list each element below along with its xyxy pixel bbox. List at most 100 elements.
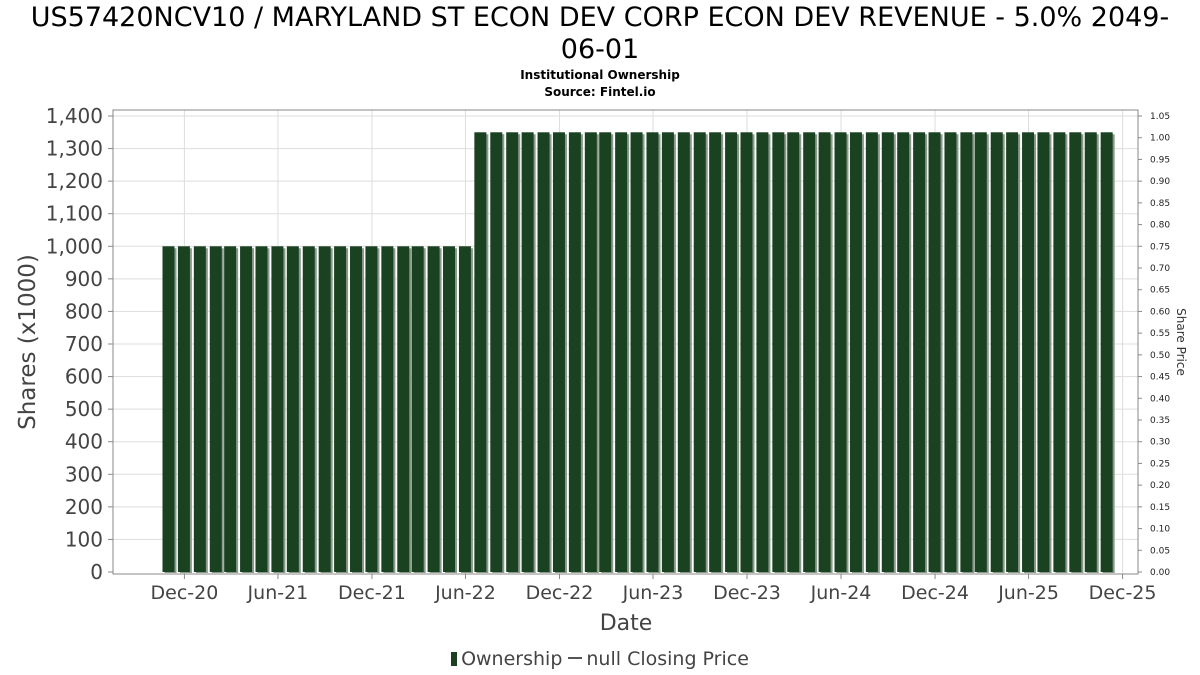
x-tick-label: Dec-20	[151, 582, 219, 604]
ownership-bar	[630, 132, 643, 573]
ownership-bar	[803, 132, 816, 573]
y2-tick-label: 0.10	[1150, 525, 1170, 535]
y2-tick-label: 0.70	[1150, 264, 1170, 274]
y-axis-label: Shares (x1000)	[15, 254, 41, 430]
ownership-bar	[913, 132, 926, 573]
plot-frame	[112, 109, 1139, 575]
ownership-bar	[537, 132, 550, 573]
ownership-bar	[756, 132, 769, 573]
ownership-bar	[271, 246, 284, 573]
y-tick-label: 400	[65, 430, 103, 454]
ownership-bar	[1084, 132, 1097, 573]
ownership-bar	[818, 132, 831, 573]
ownership-bar	[350, 246, 363, 573]
ownership-bar	[599, 132, 612, 573]
ownership-bar	[177, 246, 190, 573]
ownership-bar	[568, 132, 581, 573]
legend: Ownership null Closing Price	[0, 648, 1200, 670]
ownership-bar	[709, 132, 722, 573]
y2-tick-label: 0.60	[1150, 307, 1170, 317]
ownership-bar	[1022, 132, 1035, 573]
bars	[162, 132, 1115, 574]
ownership-bar	[302, 246, 315, 573]
ownership-bar	[255, 246, 268, 573]
ownership-bar	[397, 246, 410, 573]
ownership-bar	[615, 132, 628, 573]
x-axis-label: Date	[600, 611, 653, 636]
y2-tick-label: 0.90	[1150, 177, 1170, 187]
ownership-bar	[381, 246, 394, 573]
y2-tick-label: 0.00	[1150, 568, 1170, 578]
price-swatch	[568, 657, 583, 659]
ownership-bar	[474, 132, 487, 573]
y2-tick-label: 0.25	[1150, 459, 1170, 469]
ownership-bar	[209, 246, 222, 573]
y-axis: 0 100 200 300 400 500 600 700 800 900 1,000 1,100 1,…	[46, 104, 113, 584]
ownership-bar	[865, 132, 878, 573]
ownership-bar	[1100, 132, 1113, 573]
ownership-bar	[427, 246, 440, 573]
legend-ownership: Ownership	[461, 648, 563, 670]
legend-price: null Closing Price	[586, 648, 749, 670]
y2-tick-label: 0.85	[1150, 199, 1170, 209]
ownership-bar	[677, 132, 690, 573]
ownership-bar	[490, 132, 503, 573]
y2-tick-label: 1.00	[1150, 134, 1170, 144]
ownership-bar	[521, 132, 534, 573]
x-tick-label: Dec-23	[713, 582, 781, 604]
ownership-bar	[944, 132, 957, 573]
ownership-bar	[162, 246, 175, 573]
x-tick-label: Dec-21	[338, 582, 406, 604]
x-tick-label: Dec-25	[1089, 582, 1157, 604]
ownership-bar	[584, 132, 597, 573]
x-axis: Dec-20 Jun-21 Dec-21 Jun-22 Dec-22 Jun-23 Dec-…	[151, 574, 1157, 604]
chart-title-line1: US57420NCV10 / MARYLAND ST ECON DEV CORP…	[30, 2, 1170, 33]
y-tick-label: 1,300	[46, 137, 103, 161]
ownership-bar	[725, 132, 738, 573]
ownership-bar	[193, 246, 206, 573]
chart-title-line2: 06-01	[560, 34, 640, 65]
ownership-bar	[974, 132, 987, 573]
y-tick-label: 900	[65, 267, 103, 291]
chart-subtitle: Institutional Ownership	[520, 68, 680, 82]
ownership-bar	[960, 132, 973, 573]
y-tick-label: 1,100	[46, 202, 103, 226]
y2-tick-label: 0.65	[1150, 286, 1170, 296]
x-tick-label: Dec-24	[901, 582, 969, 604]
ownership-bar	[1006, 132, 1019, 573]
ownership-bar	[740, 132, 753, 573]
y2-tick-label: 0.15	[1150, 503, 1170, 513]
ownership-bar	[834, 132, 847, 573]
x-tick-label: Jun-24	[810, 582, 872, 604]
ownership-bar	[1037, 132, 1050, 573]
ownership-bar	[318, 246, 331, 573]
y2-tick-label: 1.05	[1150, 112, 1170, 122]
ownership-bar	[772, 132, 785, 573]
ownership-bar	[240, 246, 253, 573]
y2-tick-label: 0.35	[1150, 416, 1170, 426]
ownership-bar	[458, 246, 471, 573]
chart-source: Source: Fintel.io	[544, 85, 656, 99]
x-tick-label: Dec-22	[526, 582, 594, 604]
y2-tick-label: 0.50	[1150, 351, 1170, 361]
y2-tick-label: 0.40	[1150, 394, 1170, 404]
y2-tick-label: 0.95	[1150, 155, 1170, 165]
y-tick-label: 1,200	[46, 169, 103, 193]
ownership-bar	[286, 246, 299, 573]
y-tick-label: 300	[65, 462, 103, 486]
x-tick-label: Jun-21	[247, 582, 309, 604]
ownership-bar	[443, 246, 456, 573]
y-tick-label: 1,000	[46, 234, 103, 258]
y-tick-label: 100	[65, 527, 103, 551]
y2-tick-label: 0.80	[1150, 221, 1170, 231]
ownership-bar	[928, 132, 941, 573]
x-tick-label: Jun-25	[997, 582, 1059, 604]
y2-tick-label: 0.45	[1150, 373, 1170, 383]
ownership-bar	[897, 132, 910, 573]
ownership-chart: 0 100 200 300 400 500 600 700 800 900 1,000 1,100 1,…	[15, 104, 1188, 636]
ownership-bar	[411, 246, 424, 573]
ownership-bar	[1053, 132, 1066, 573]
ownership-bar	[881, 132, 894, 573]
y-tick-label: 700	[65, 332, 103, 356]
y-tick-label: 600	[65, 365, 103, 389]
